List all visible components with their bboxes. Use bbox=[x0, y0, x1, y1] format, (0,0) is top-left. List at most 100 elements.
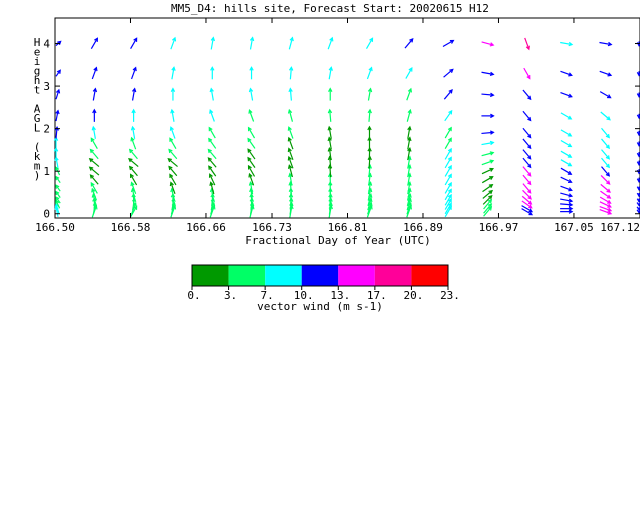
wind-vector bbox=[366, 67, 373, 80]
wind-vector bbox=[368, 165, 371, 178]
wind-vector-head bbox=[130, 181, 135, 187]
wind-vector-head bbox=[88, 158, 94, 163]
wind-vector-head bbox=[329, 36, 334, 42]
wind-vector bbox=[367, 194, 372, 207]
colorbar-tick-label: 17. bbox=[367, 289, 387, 302]
wind-vector-head bbox=[169, 173, 174, 179]
wind-vector bbox=[90, 149, 99, 160]
colorbar-tick-label: 0. bbox=[187, 289, 200, 302]
wind-vector bbox=[407, 156, 411, 169]
wind-vector-head bbox=[171, 66, 176, 71]
wind-vector bbox=[406, 205, 412, 218]
wind-vectors bbox=[53, 36, 640, 218]
wind-vector bbox=[481, 152, 494, 157]
wind-vector bbox=[171, 67, 175, 80]
wind-vector bbox=[404, 38, 414, 49]
wind-vector-head bbox=[448, 89, 453, 94]
wind-vector-head bbox=[567, 143, 573, 148]
wind-vector-head bbox=[171, 36, 177, 42]
wind-vector bbox=[329, 165, 332, 178]
wind-vector-head bbox=[128, 148, 134, 154]
wind-vector-head bbox=[527, 133, 532, 139]
wind-vector-head bbox=[489, 42, 495, 47]
wind-vector-head bbox=[568, 209, 574, 214]
wind-vector bbox=[169, 138, 177, 150]
wind-vector bbox=[130, 137, 137, 150]
y-label-char: e bbox=[34, 46, 41, 59]
wind-vector-head bbox=[488, 184, 494, 189]
wind-vector-head bbox=[287, 147, 292, 153]
colorbar-cells bbox=[192, 265, 448, 286]
wind-vector-head bbox=[128, 158, 133, 163]
wind-vector-head bbox=[91, 125, 96, 131]
wind-vector bbox=[168, 166, 178, 177]
wind-vector-head bbox=[55, 196, 60, 201]
wind-vector-head bbox=[447, 156, 452, 161]
wind-vector-head bbox=[90, 137, 95, 142]
wind-vector bbox=[560, 150, 572, 158]
wind-vector-head bbox=[54, 202, 59, 208]
wind-vector bbox=[599, 201, 612, 208]
wind-vector bbox=[208, 165, 217, 177]
wind-vector-head bbox=[636, 186, 640, 192]
wind-vector-head bbox=[636, 161, 640, 166]
wind-vector-head bbox=[288, 66, 294, 71]
y-label-char: G bbox=[34, 112, 41, 125]
wind-vector bbox=[599, 196, 611, 204]
wind-vector-head bbox=[210, 36, 216, 42]
wind-vector-head bbox=[55, 184, 60, 189]
wind-vector-head bbox=[449, 39, 455, 44]
wind-vector-head bbox=[527, 180, 532, 186]
wind-vector bbox=[522, 174, 532, 185]
wind-vector-head bbox=[605, 172, 611, 177]
wind-vector bbox=[365, 38, 374, 50]
wind-vector-head bbox=[247, 164, 252, 170]
wind-vector bbox=[481, 176, 493, 184]
wind-vector-head bbox=[88, 166, 94, 171]
wind-vector bbox=[601, 127, 610, 138]
wind-vector bbox=[208, 138, 217, 149]
wind-vector bbox=[444, 148, 452, 160]
wind-vector bbox=[601, 166, 610, 177]
wind-vector bbox=[406, 109, 411, 122]
wind-vector-head bbox=[606, 194, 612, 199]
wind-vector-head bbox=[369, 37, 374, 42]
wind-vector bbox=[209, 205, 215, 218]
wind-vector-head bbox=[209, 181, 214, 186]
wind-vector-head bbox=[407, 87, 413, 93]
wind-vector-head bbox=[527, 189, 532, 194]
wind-vector-head bbox=[131, 87, 137, 93]
wind-vector bbox=[523, 67, 531, 79]
y-label-char: ) bbox=[34, 169, 41, 182]
wind-vector-head bbox=[129, 173, 134, 179]
wind-vector-head bbox=[488, 195, 493, 200]
wind-vector-head bbox=[287, 136, 292, 142]
wind-vector bbox=[89, 158, 100, 167]
wind-vector bbox=[248, 165, 256, 177]
wind-vector-head bbox=[527, 172, 532, 177]
wind-vector-head bbox=[287, 164, 293, 169]
wind-vector bbox=[522, 157, 532, 168]
wind-vector-head bbox=[327, 125, 332, 131]
wind-vector-head bbox=[56, 69, 61, 74]
colorbar-tick-label: 3. bbox=[224, 289, 237, 302]
wind-vector-head bbox=[487, 203, 493, 208]
wind-vector bbox=[521, 195, 532, 205]
wind-vector-head bbox=[636, 152, 640, 158]
wind-vector bbox=[366, 205, 373, 218]
y-tick-label: 0 bbox=[43, 208, 50, 221]
wind-vector bbox=[55, 89, 60, 100]
wind-vector bbox=[367, 182, 372, 195]
wind-vector bbox=[481, 141, 494, 146]
wind-vector bbox=[249, 37, 254, 50]
wind-vector bbox=[444, 182, 452, 194]
wind-vector-head bbox=[568, 193, 574, 198]
wind-vector-head bbox=[168, 148, 173, 154]
wind-vector bbox=[481, 160, 494, 166]
wind-vector-head bbox=[636, 93, 640, 98]
wind-vector-head bbox=[489, 151, 495, 156]
wind-vector-head bbox=[527, 155, 532, 160]
wind-vector-head bbox=[287, 126, 292, 131]
wind-vector-head bbox=[567, 162, 573, 167]
